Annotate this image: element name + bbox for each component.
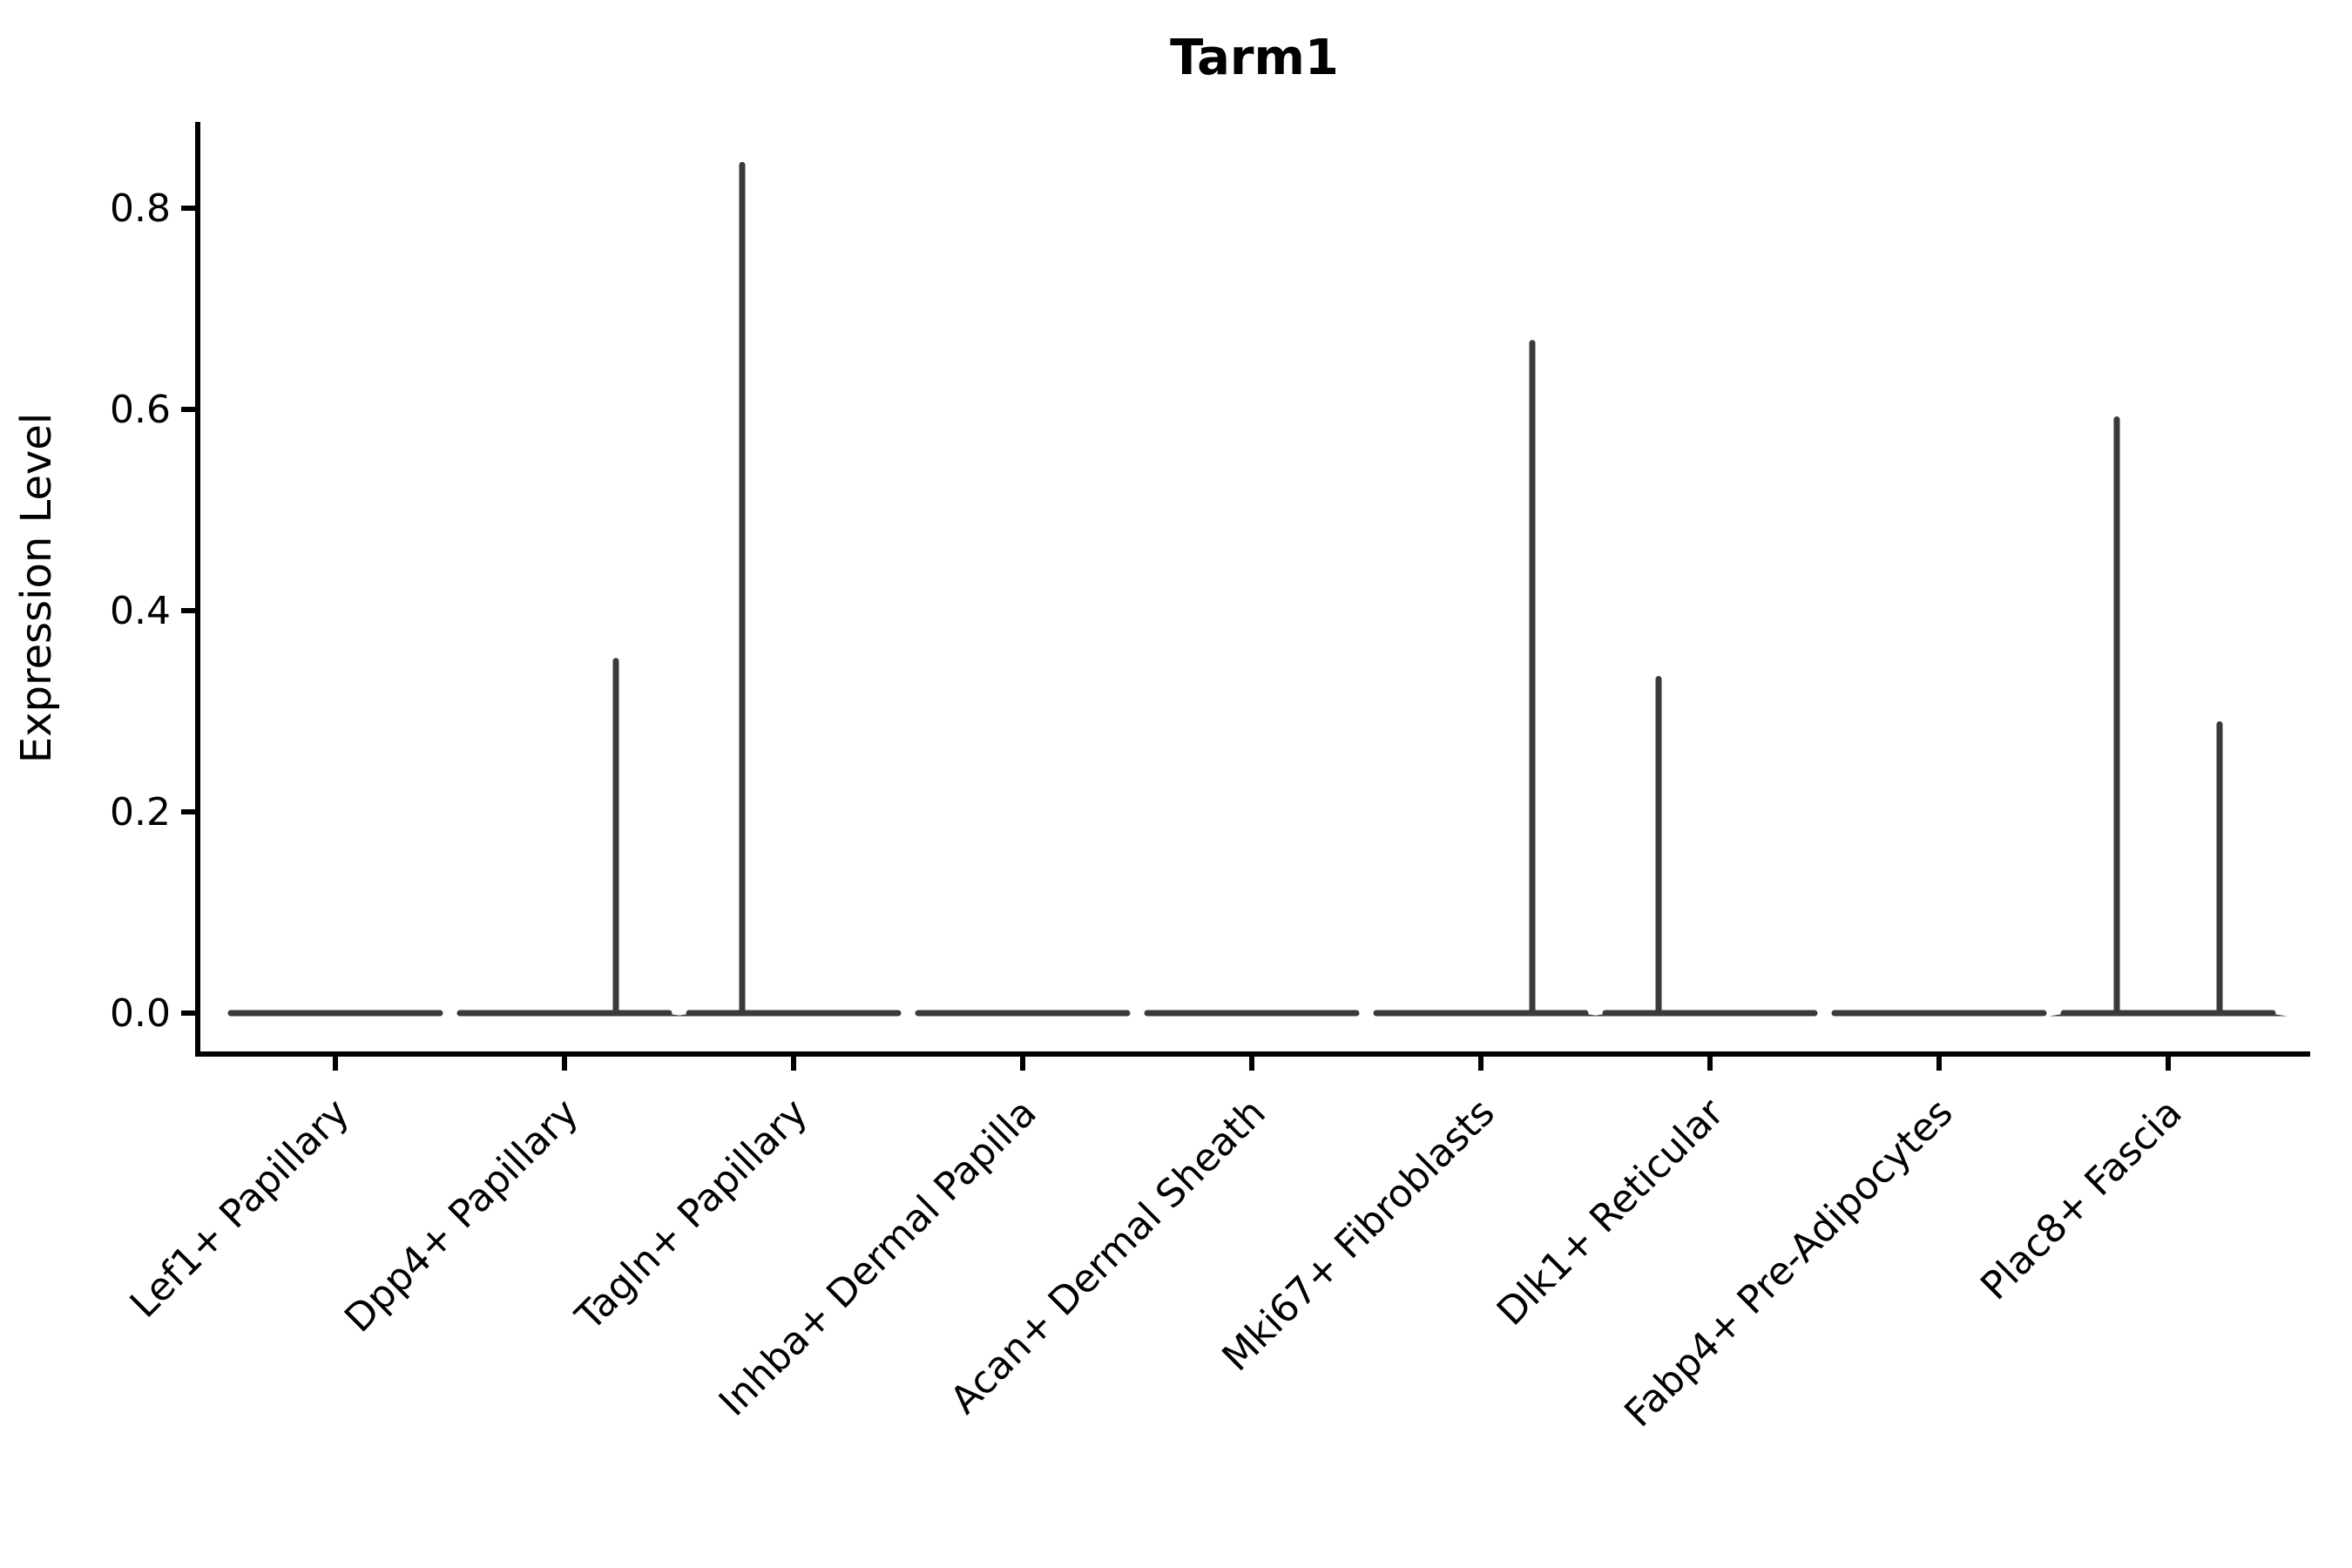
y-tick-label: 0.2 <box>110 790 171 835</box>
x-category-label: Lef1+ Papillary <box>122 1091 358 1327</box>
chart-title: Tarm1 <box>1170 30 1339 86</box>
x-category-label: Dpp4+ Papillary <box>336 1091 587 1342</box>
x-category-label: Plac8+ Fascia <box>1972 1091 2191 1309</box>
y-tick-label: 0.0 <box>110 991 171 1036</box>
y-tick-label: 0.4 <box>110 589 171 633</box>
y-tick-label: 0.8 <box>110 186 171 231</box>
x-category-label: Tagln+ Papillary <box>567 1091 816 1340</box>
y-tick-label: 0.6 <box>110 388 171 432</box>
x-category-label: Dlk1+ Reticular <box>1489 1090 1734 1335</box>
y-axis-label: Expression Level <box>12 413 61 764</box>
